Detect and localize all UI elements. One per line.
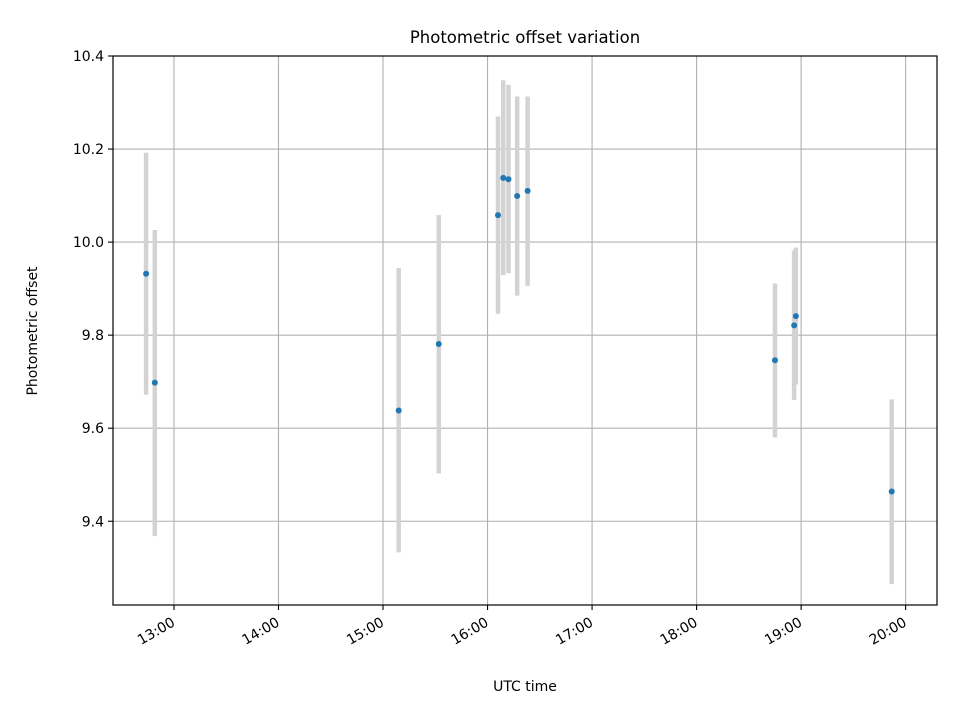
y-tick-label: 9.8: [82, 328, 104, 344]
data-point: [888, 488, 895, 495]
data-point: [514, 193, 521, 200]
y-axis-ticks: 9.4 9.6 9.8 10.0 10.2 10.4: [73, 49, 113, 530]
y-tick-label: 10.0: [73, 235, 104, 251]
data-point: [791, 322, 798, 329]
data-point: [792, 313, 799, 320]
data-point: [494, 212, 501, 219]
data-point: [505, 176, 512, 183]
data-point: [435, 340, 442, 347]
y-tick-label: 9.6: [82, 421, 104, 437]
data-point: [771, 357, 778, 364]
data-point: [395, 407, 402, 414]
data-points: [143, 174, 895, 495]
data-point: [143, 270, 150, 277]
data-point: [500, 174, 507, 181]
data-point: [524, 187, 531, 194]
y-axis-label: Photometric offset: [25, 266, 41, 396]
plot-frame: [112, 55, 938, 606]
x-axis-label: UTC time: [493, 679, 557, 695]
data-point: [151, 379, 158, 386]
y-tick-label: 9.4: [82, 514, 104, 530]
chart-title: Photometric offset variation: [410, 28, 640, 47]
y-tick-label: 10.4: [73, 49, 104, 65]
y-tick-label: 10.2: [73, 142, 104, 158]
